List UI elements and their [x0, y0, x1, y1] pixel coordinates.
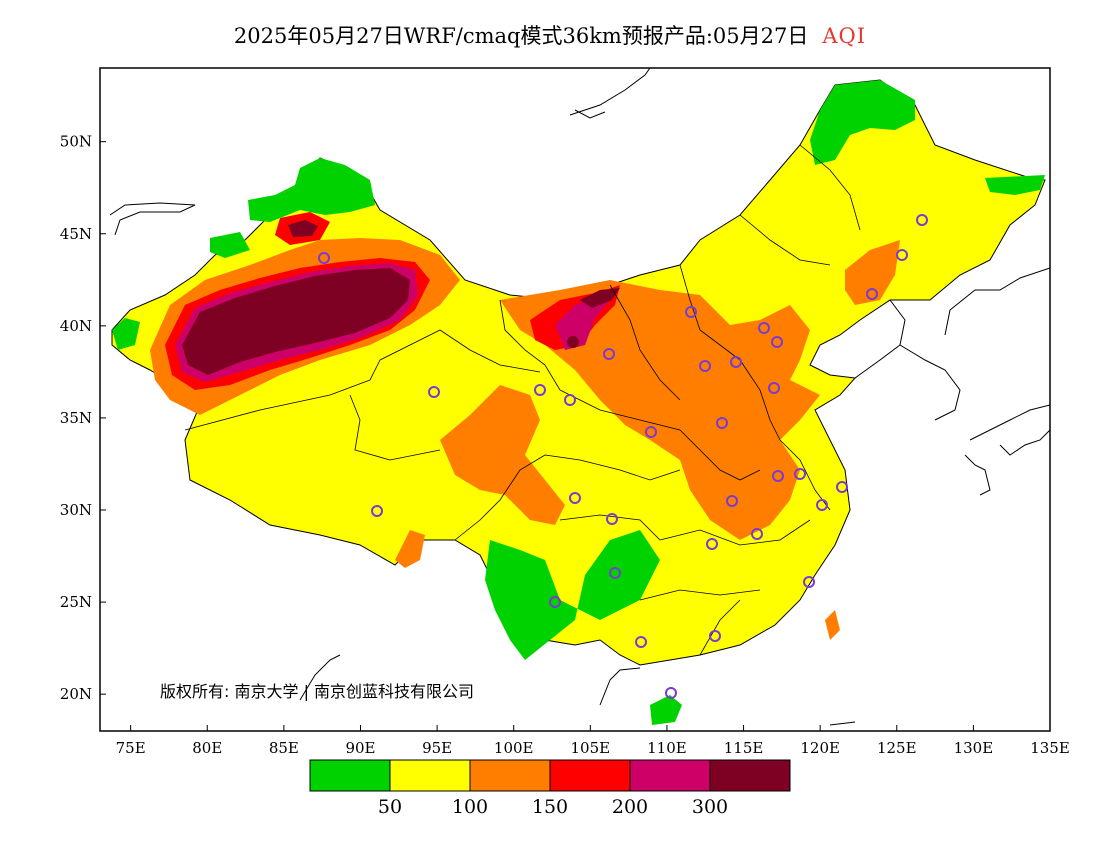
copyright-text: 版权所有: 南京大学 | 南京创蓝科技有限公司	[160, 682, 474, 701]
aqi-region-green-east	[985, 175, 1045, 195]
aqi-region-purple-north	[555, 295, 610, 350]
colorbar-cell	[709, 759, 791, 792]
aqi-region-green-northwest	[248, 158, 375, 222]
x-tick-label: 85E	[269, 739, 299, 757]
y-tick-label: 35N	[60, 409, 92, 427]
map-area: 版权所有: 南京大学 | 南京创蓝科技有限公司	[109, 68, 1050, 726]
province-boundaries	[184, 144, 861, 656]
x-tick-label: 105E	[571, 739, 611, 757]
x-tick-label: 120E	[800, 739, 840, 757]
y-tick-label: 25N	[60, 593, 92, 611]
title-main: 2025年05月27日WRF/cmaq模式36km预报产品:05月27日	[233, 24, 809, 48]
x-tick-label: 130E	[954, 739, 994, 757]
colorbar-label: 200	[612, 796, 648, 818]
x-tick-label: 75E	[116, 739, 146, 757]
aqi-region-green-southwest	[485, 530, 660, 660]
colorbar-cell	[629, 759, 711, 792]
colorbar-cell	[389, 759, 471, 792]
aqi-region-green-west	[112, 318, 140, 350]
colorbar-label: 50	[378, 796, 402, 818]
y-axis: 50N 45N 40N 35N 30N 25N 20N	[60, 133, 106, 703]
y-tick-label: 40N	[60, 317, 92, 335]
x-tick-label: 110E	[647, 739, 687, 757]
y-tick-label: 45N	[60, 225, 92, 243]
y-tick-label: 30N	[60, 501, 92, 519]
colorbar-cell	[309, 759, 391, 792]
colorbar: 50 100 150 200 300	[309, 759, 791, 818]
x-tick-label: 125E	[877, 739, 917, 757]
colorbar-label: 100	[452, 796, 488, 818]
y-tick-label: 50N	[60, 133, 92, 151]
x-tick-label: 100E	[494, 739, 534, 757]
colorbar-label: 300	[692, 796, 728, 818]
station-markers	[318, 214, 928, 699]
aqi-region-maroon-north	[580, 288, 620, 308]
aqi-region-maroon-spot	[567, 336, 579, 348]
x-tick-label: 115E	[724, 739, 764, 757]
title-variable: AQI	[822, 24, 867, 48]
chart-title: 2025年05月27日WRF/cmaq模式36km预报产品:05月27日 AQI	[0, 20, 1100, 50]
x-axis: 75E 80E 85E 90E 95E 100E 105E 110E 115E 120E 125E 1…	[116, 725, 1070, 757]
aqi-region-orange-tibet	[395, 530, 425, 568]
aqi-region-orange-taiwan	[825, 610, 840, 640]
map-frame	[99, 67, 1051, 732]
aqi-region-green-hainan	[650, 695, 682, 725]
aqi-region-maroon-xinjiang	[182, 268, 410, 375]
x-tick-label: 95E	[422, 739, 452, 757]
colorbar-cell	[549, 759, 631, 792]
colorbar-cell	[469, 759, 551, 792]
aqi-region-green-northeast	[810, 80, 915, 165]
x-tick-label: 80E	[192, 739, 222, 757]
aqi-region-maroon-hotspot	[288, 220, 318, 237]
aqi-region-orange-central	[440, 385, 565, 525]
y-tick-label: 20N	[60, 685, 92, 703]
x-tick-label: 135E	[1030, 739, 1070, 757]
aqi-region-orange-northeast	[845, 240, 900, 305]
coastlines	[109, 68, 1050, 726]
x-tick-label: 90E	[345, 739, 375, 757]
colorbar-label: 150	[532, 796, 568, 818]
aqi-region-green-west2	[210, 232, 250, 258]
